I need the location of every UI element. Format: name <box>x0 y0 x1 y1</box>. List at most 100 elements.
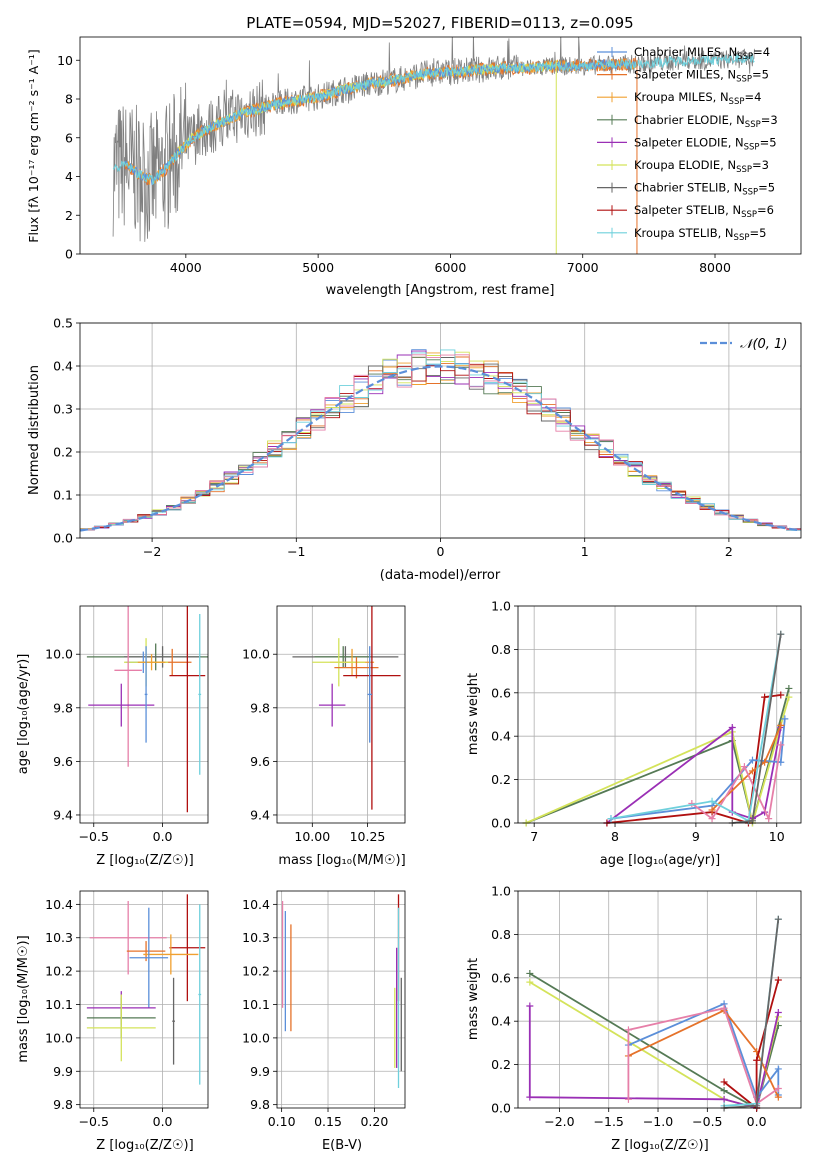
x-tick-label: 10 <box>769 829 785 844</box>
y-tick-label: 10.1 <box>242 997 270 1012</box>
residuals-xlabel: (data-model)/error <box>380 568 501 583</box>
plus-marker <box>624 1095 632 1103</box>
residuals-ylabel: Normed distribution <box>27 365 42 495</box>
y-tick-label: 9.8 <box>53 700 73 715</box>
x-tick-label: 0.10 <box>268 1114 296 1129</box>
y-tick-label: 0.6 <box>491 970 511 985</box>
plus-marker <box>777 721 785 729</box>
y-tick-label: 0.4 <box>491 1014 511 1029</box>
grid <box>80 606 208 823</box>
error-bars <box>292 606 401 810</box>
x-tick-label: 7000 <box>567 260 599 275</box>
age-vs-metallicity-panel: −0.5 0.0 9.4 9.6 9.8 10.0 <box>45 605 209 844</box>
error-bars <box>281 894 402 1088</box>
y-tick-label: 9.9 <box>250 1064 270 1079</box>
plus-marker <box>748 767 756 775</box>
y-tick-label: 0.6 <box>491 685 511 700</box>
mw-age-ylabel: mass weight <box>466 673 481 755</box>
axes-frame <box>79 605 209 824</box>
spectrum-lines <box>112 37 755 254</box>
x-tick-label: 7 <box>530 829 538 844</box>
spectrum-ylabel: Flux [fλ 10⁻¹⁷ erg cm⁻² s⁻¹ A⁻¹] <box>26 49 41 242</box>
y-tick-label: 0.5 <box>53 316 73 331</box>
plus-marker <box>781 715 789 723</box>
x-tick-label: 0.0 <box>747 1114 767 1129</box>
axes-frame <box>79 890 209 1109</box>
y-tick-label: 10.2 <box>45 964 73 979</box>
axes-frame <box>276 890 406 1109</box>
ticks: −0.5 0.0 9.8 9.9 10.0 10.1 10.2 10.3 10.4 <box>45 897 172 1129</box>
plus-marker <box>785 693 793 701</box>
y-tick-label: 0.4 <box>53 359 73 374</box>
mass-vs-ebv-panel: 0.10 0.15 0.20 9.8 9.9 10.0 10.1 10.2 10.3 10.4 <box>242 890 406 1129</box>
y-tick-label: 8 <box>65 92 73 107</box>
gaussian-curve <box>79 365 802 532</box>
y-tick-label: 9.4 <box>250 807 270 822</box>
y-tick-label: 10.3 <box>242 930 270 945</box>
residuals-ticks: −2 −1 0 1 2 0.0 0.1 0.2 0.3 0.4 0.5 <box>53 316 733 560</box>
x-tick-label: 0.15 <box>314 1114 342 1129</box>
histogram-step <box>80 354 801 531</box>
y-tick-label: 0.2 <box>491 772 511 787</box>
y-tick-label: 10.0 <box>242 1030 270 1045</box>
weight-line <box>628 1009 780 1098</box>
plus-marker <box>526 1093 534 1101</box>
y-tick-label: 10.3 <box>45 930 73 945</box>
y-tick-label: 9.9 <box>53 1064 73 1079</box>
y-tick-label: 0.2 <box>53 445 73 460</box>
axes-frame <box>517 605 802 824</box>
x-tick-label: 2 <box>725 544 733 559</box>
age-mass-xlabel: mass [log₁₀(M/M☉)] <box>278 853 405 868</box>
x-tick-label: 4000 <box>170 260 202 275</box>
x-tick-label: 0 <box>437 544 445 559</box>
weight-line <box>529 972 780 1110</box>
x-tick-label: −2 <box>143 544 161 559</box>
plus-marker <box>708 815 716 823</box>
mass-vs-metallicity-panel: −0.5 0.0 9.8 9.9 10.0 10.1 10.2 10.3 10.4 <box>45 890 209 1129</box>
plus-marker <box>720 1095 728 1103</box>
legend-label: Salpeter ELODIE, NSSP=5 <box>634 135 777 152</box>
legend-label: Salpeter STELIB, NSSP=6 <box>634 203 774 220</box>
ticks: 7 8 9 10 0.0 0.2 0.4 0.6 0.8 1.0 <box>491 599 785 845</box>
y-tick-label: 9.8 <box>250 1097 270 1112</box>
plus-marker <box>708 806 716 814</box>
ticks: 0.10 0.15 0.20 9.8 9.9 10.0 10.1 10.2 10.3 10.4 <box>242 897 388 1129</box>
gaussian-legend-label: 𝒩(0, 1) <box>740 337 787 352</box>
y-tick-label: 9.6 <box>53 754 73 769</box>
x-tick-label: −0.5 <box>79 1114 109 1129</box>
plus-marker <box>740 763 748 771</box>
weight-line <box>525 688 790 824</box>
plus-marker <box>774 976 782 984</box>
axes-frame <box>517 890 802 1109</box>
legend-label: Kroupa STELIB, NSSP=5 <box>634 226 766 243</box>
mass-ebv-xlabel: E(B-V) <box>322 1138 362 1153</box>
ticks: 10.00 10.25 9.4 9.6 9.8 10.0 <box>242 647 385 844</box>
mass-weight-vs-age-panel: 7 8 9 10 0.0 0.2 0.4 0.6 0.8 1.0 <box>491 599 802 845</box>
plus-marker <box>526 978 534 986</box>
legend-label: Kroupa ELODIE, NSSP=3 <box>634 158 769 175</box>
plus-marker <box>774 1093 782 1101</box>
plus-marker <box>774 1065 782 1073</box>
grid <box>80 891 208 1108</box>
spectrum-legend: Chabrier MILES, NSSP=4 Salpeter MILES, NS… <box>597 45 778 243</box>
y-tick-label: 9.6 <box>250 754 270 769</box>
weight-line <box>606 725 782 824</box>
weight-line <box>529 981 780 1110</box>
legend-label: Salpeter MILES, NSSP=5 <box>634 68 769 85</box>
y-tick-label: 0 <box>65 247 73 262</box>
axes-frame <box>276 605 406 824</box>
mw-z-ylabel: mass weight <box>466 958 481 1040</box>
x-tick-label: −1 <box>287 544 305 559</box>
spectrum-axes-frame <box>79 36 802 255</box>
mass-z-ylabel: mass [log₁₀(M/M☉)] <box>16 935 31 1062</box>
y-tick-label: 0.8 <box>491 642 511 657</box>
weight-series <box>526 915 782 1112</box>
plus-marker <box>708 797 716 805</box>
plus-marker <box>720 1078 728 1086</box>
x-tick-label: −1.5 <box>594 1114 624 1129</box>
plus-marker <box>720 1087 728 1095</box>
y-tick-label: 9.4 <box>53 807 73 822</box>
x-tick-label: −0.5 <box>79 829 109 844</box>
plus-marker <box>774 1084 782 1092</box>
plus-marker <box>785 684 793 692</box>
